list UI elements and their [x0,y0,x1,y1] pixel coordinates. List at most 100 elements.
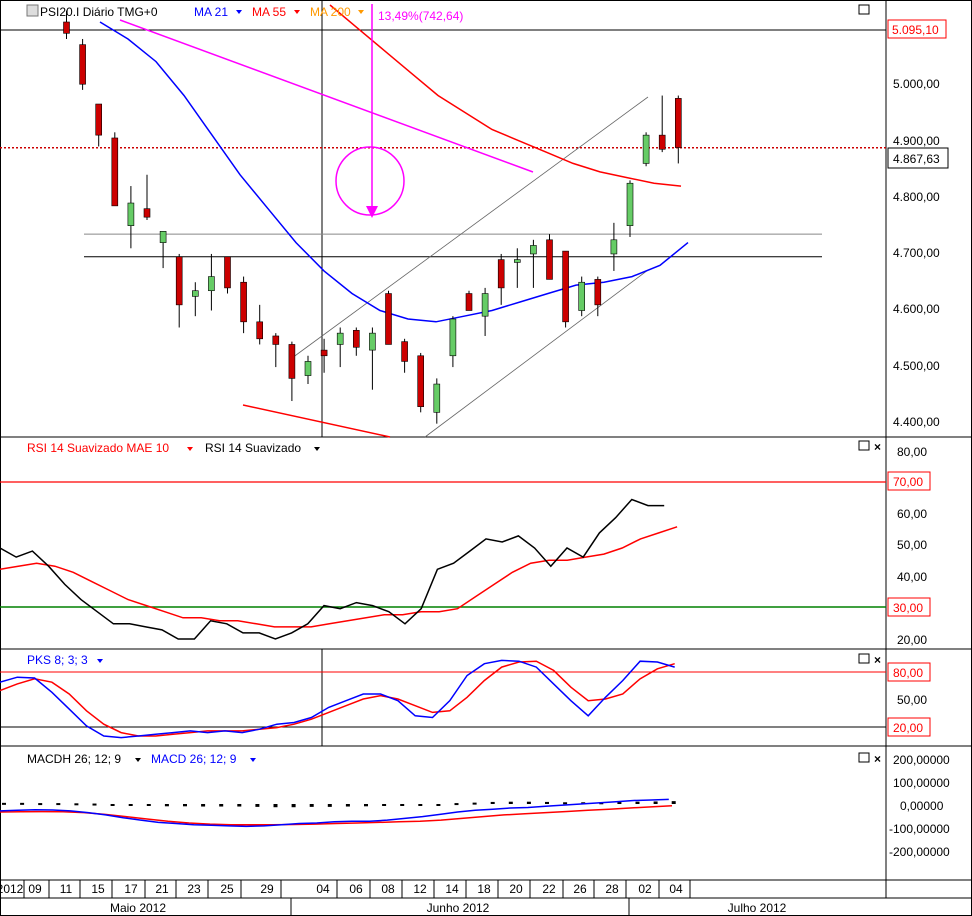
maximize-icon[interactable] [858,752,870,763]
candle-up [530,245,537,255]
rsi-label[interactable]: RSI 14 Suavizado [205,441,301,455]
macd-histogram-bar [635,801,640,804]
month-label: Junho 2012 [427,901,490,915]
rsi-level-low: 30,00 [893,601,923,615]
candle-down [594,279,602,306]
date-tick-label: 21 [155,882,169,896]
price-tick: 4.800,00 [893,190,940,204]
candle-up [127,202,135,226]
maximize-icon[interactable] [858,440,870,451]
price-header: PSI20.I Diário TMG+0 MA 21 MA 55 MA 200 … [26,4,870,23]
rsi-tick: 50,00 [897,538,927,552]
macd-line [0,798,669,828]
candle-down [352,330,360,348]
price-panel[interactable] [0,0,886,438]
candle-down [240,281,247,323]
candle-up [433,383,441,413]
top-price-box [887,19,947,39]
pks-level-high: 80,00 [893,666,923,680]
macd-tick: 0,00000 [900,799,944,813]
macd-histogram-bar [146,804,151,806]
chart-type-icon[interactable] [26,4,39,17]
maximize-icon[interactable] [858,653,870,664]
candle-up [159,231,167,243]
macd-signal-line [0,804,673,826]
macd-histogram-bar [545,801,549,804]
price-axis: 5.095,10 5.000,00 4.900,00 4.867,63 4.80… [887,19,949,429]
pks-level-low-box [887,717,931,737]
candle-up [449,318,457,357]
candle-up [642,134,650,164]
macd-axis: 200,00000 100,00000 0,00000 -100,00000 -… [889,753,950,859]
macdh-label[interactable]: MACDH 26; 12; 9 [27,752,121,766]
date-tick-label: 12 [413,882,427,896]
candle-down [175,256,183,306]
rsi-tick: 60,00 [897,507,927,521]
macd-histogram-bar [237,804,242,807]
price-tick: 4.600,00 [893,302,940,316]
rsi-axis: 80,00 70,00 60,00 50,00 40,00 30,00 20,0… [887,445,931,647]
dropdown-arrow-icon[interactable] [135,758,141,762]
current-price-label: 4.867,63 [893,152,940,166]
rsi-mae-label[interactable]: RSI 14 Suavizado MAE 10 [27,441,169,455]
macd-histogram-bar [508,801,513,804]
pks-d-line [0,660,675,737]
macd-tick: -200,00000 [889,845,950,859]
candles [63,10,682,424]
ma200-label[interactable]: MA 200 [310,5,351,19]
ma21-label[interactable]: MA 21 [194,5,228,19]
macd-label[interactable]: MACD 26; 12; 9 [151,752,237,766]
ma55-label[interactable]: MA 55 [252,5,286,19]
dropdown-arrow-icon[interactable] [358,10,364,14]
candle-down [320,349,328,357]
pks-k-line [0,659,675,739]
macd-histogram-bar [382,804,387,806]
rsi-panel[interactable] [0,481,886,640]
date-tick-label: 29 [260,882,274,896]
macd-histogram-bar [56,803,61,806]
price-tick: 4.500,00 [893,359,940,373]
current-price-box [887,147,949,169]
date-tick-label: 22 [542,882,556,896]
date-tick-label: 14 [445,882,459,896]
downtrend-line [119,19,534,173]
pks-tick: 50,00 [897,693,927,707]
month-label: Julho 2012 [728,901,787,915]
rsi-tick: 80,00 [897,445,927,459]
annotations [335,4,405,218]
candle-up [369,332,376,351]
macd-histogram-bar [92,803,97,806]
maximize-icon[interactable] [858,4,870,15]
dropdown-arrow-icon[interactable] [236,10,242,14]
candle-down [417,355,425,407]
dropdown-arrow-icon[interactable] [97,659,103,663]
candle-down [546,239,553,280]
pks-label[interactable]: PKS 8; 3; 3 [27,653,88,667]
candle-up [336,332,344,345]
macd-histogram-bar [2,802,6,805]
macd-header: MACDH 26; 12; 9 MACD 26; 12; 9 × [27,752,881,766]
ma21-line [99,21,689,323]
trend-lines [119,19,649,438]
annotation-arrowhead [366,206,378,218]
rsi-line [0,498,665,640]
macd-panel[interactable] [0,798,676,828]
dropdown-arrow-icon[interactable] [314,447,320,451]
close-icon[interactable]: × [874,440,881,454]
macd-histogram-bar [418,804,423,806]
macd-histogram-bar [454,803,459,806]
macd-histogram-bar [472,802,477,805]
close-icon[interactable]: × [874,752,881,766]
dropdown-arrow-icon[interactable] [294,10,300,14]
date-tick-label: 23 [187,882,201,896]
dropdown-arrow-icon[interactable] [187,447,193,451]
candle-down [465,293,473,311]
dropdown-arrow-icon[interactable] [250,758,256,762]
date-tick-label: 20 [509,882,523,896]
macd-histogram-bar [110,804,115,806]
candle-down [79,44,86,85]
close-icon[interactable]: × [874,653,881,667]
pks-panel[interactable] [0,659,886,739]
pks-level-low: 20,00 [893,721,923,735]
